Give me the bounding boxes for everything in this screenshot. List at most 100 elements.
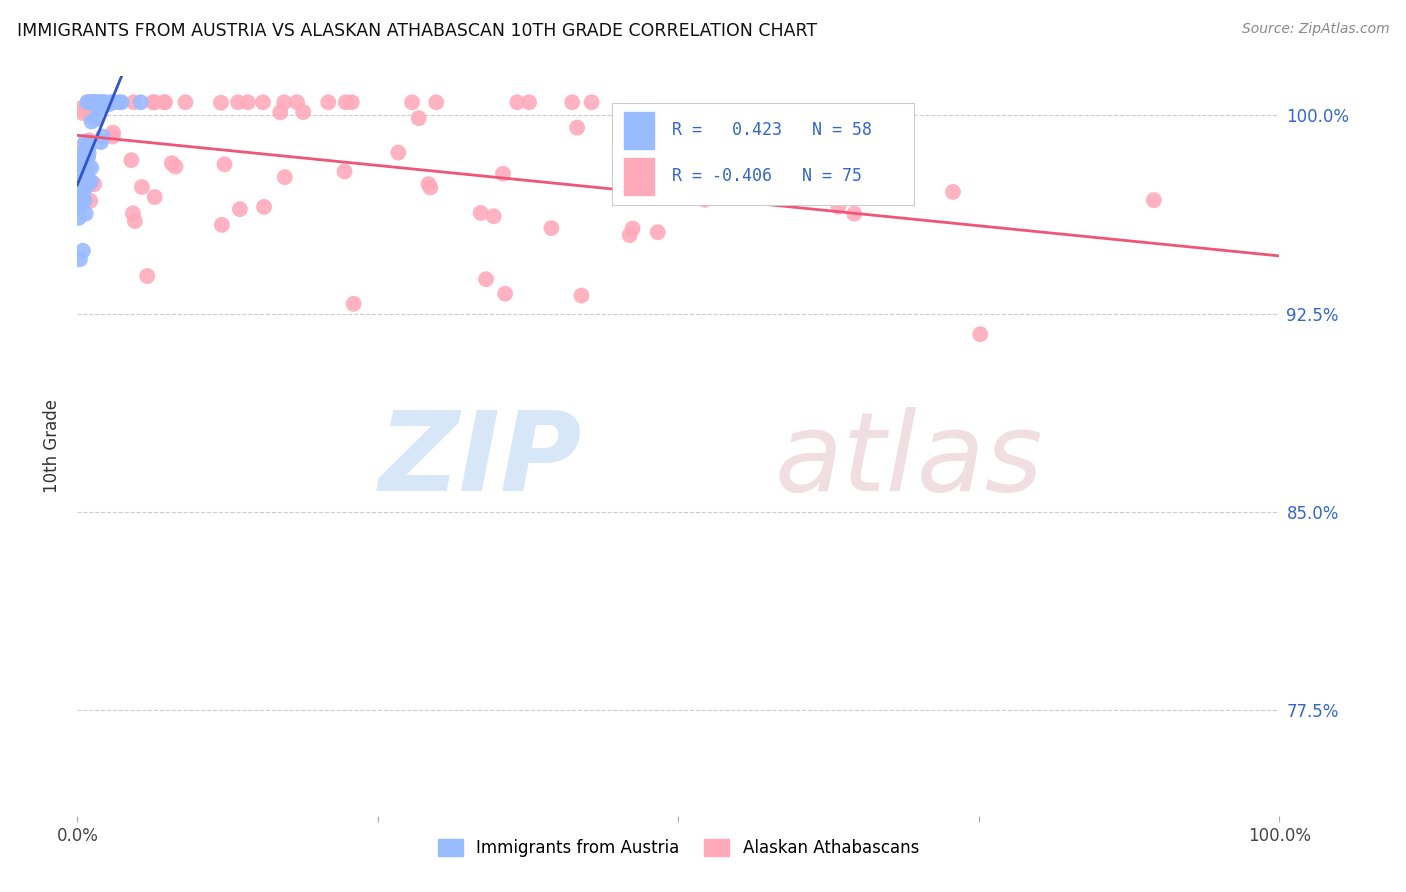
Point bbox=[693, 193, 716, 207]
Text: R =   0.423   N = 58: R = 0.423 N = 58 bbox=[672, 121, 872, 139]
Point bbox=[103, 95, 125, 110]
Point bbox=[292, 105, 315, 120]
Point bbox=[942, 185, 965, 199]
Point bbox=[143, 190, 166, 204]
Text: Source: ZipAtlas.com: Source: ZipAtlas.com bbox=[1241, 22, 1389, 37]
Point bbox=[69, 154, 91, 169]
Point bbox=[174, 95, 197, 110]
Point bbox=[79, 95, 101, 110]
Point bbox=[72, 106, 94, 120]
Point bbox=[100, 95, 122, 110]
Point bbox=[969, 327, 991, 342]
Point bbox=[425, 95, 447, 110]
Point bbox=[80, 95, 103, 110]
Point bbox=[401, 95, 423, 110]
Point bbox=[110, 95, 132, 110]
Point bbox=[136, 268, 159, 283]
Point bbox=[91, 95, 114, 110]
Point bbox=[470, 206, 492, 220]
Point bbox=[782, 188, 804, 202]
Point bbox=[108, 95, 131, 110]
Point bbox=[101, 95, 124, 110]
Point bbox=[316, 95, 339, 110]
Point bbox=[94, 95, 117, 110]
Point bbox=[269, 105, 291, 120]
Point bbox=[160, 156, 183, 170]
Point bbox=[72, 244, 94, 258]
Point bbox=[75, 179, 97, 194]
Point bbox=[66, 173, 89, 187]
Point bbox=[69, 159, 91, 173]
Point bbox=[418, 177, 440, 191]
Point bbox=[122, 206, 145, 220]
Point bbox=[153, 95, 176, 110]
Point bbox=[70, 140, 93, 154]
Point bbox=[252, 95, 274, 110]
Bar bbox=[624, 158, 654, 194]
Y-axis label: 10th Grade: 10th Grade bbox=[44, 399, 62, 493]
Point bbox=[143, 95, 166, 110]
Point bbox=[77, 133, 100, 147]
Point bbox=[72, 178, 94, 192]
Point bbox=[340, 95, 363, 110]
Point bbox=[79, 109, 101, 123]
Point bbox=[120, 153, 142, 168]
Point bbox=[86, 95, 108, 110]
Point bbox=[75, 206, 97, 220]
Point bbox=[66, 201, 89, 215]
Point bbox=[165, 160, 187, 174]
Point bbox=[124, 214, 146, 228]
Point bbox=[91, 95, 114, 110]
Point bbox=[83, 95, 105, 110]
Point bbox=[83, 95, 105, 110]
Point bbox=[67, 195, 90, 210]
Point bbox=[69, 252, 91, 267]
Point bbox=[73, 193, 96, 207]
Point bbox=[83, 95, 105, 110]
Point bbox=[571, 288, 593, 302]
Point bbox=[67, 177, 90, 191]
Point bbox=[142, 95, 165, 110]
Point bbox=[66, 159, 89, 173]
Point bbox=[86, 95, 108, 110]
Point bbox=[101, 126, 124, 140]
Point bbox=[69, 153, 91, 167]
Point bbox=[69, 194, 91, 209]
Point bbox=[72, 166, 94, 180]
Point bbox=[82, 95, 104, 110]
Point bbox=[647, 225, 669, 239]
Point bbox=[226, 95, 249, 110]
Point bbox=[844, 207, 866, 221]
Point bbox=[494, 286, 516, 301]
Point bbox=[285, 95, 308, 110]
Point bbox=[91, 129, 114, 144]
Point bbox=[419, 180, 441, 194]
Point bbox=[77, 95, 100, 110]
Point bbox=[581, 95, 603, 110]
Point bbox=[72, 145, 94, 159]
Point bbox=[343, 297, 366, 311]
Point bbox=[408, 111, 430, 125]
Point bbox=[70, 149, 93, 163]
Point bbox=[209, 95, 232, 110]
Point bbox=[80, 161, 103, 175]
Bar bbox=[624, 112, 654, 149]
Point bbox=[517, 95, 540, 110]
Point bbox=[129, 95, 152, 110]
Point bbox=[67, 211, 90, 225]
Point bbox=[80, 175, 103, 189]
Point bbox=[335, 95, 357, 110]
Point bbox=[475, 272, 498, 286]
Point bbox=[619, 228, 641, 243]
Point bbox=[67, 184, 90, 198]
Point bbox=[87, 103, 110, 117]
Point bbox=[90, 95, 112, 110]
Text: ZIP: ZIP bbox=[378, 408, 582, 515]
Point bbox=[87, 100, 110, 114]
Point bbox=[77, 140, 100, 154]
Point bbox=[69, 187, 91, 202]
Legend: Immigrants from Austria, Alaskan Athabascans: Immigrants from Austria, Alaskan Athabas… bbox=[432, 832, 925, 863]
Point bbox=[69, 202, 91, 216]
Point bbox=[565, 120, 588, 135]
Point bbox=[79, 194, 101, 208]
